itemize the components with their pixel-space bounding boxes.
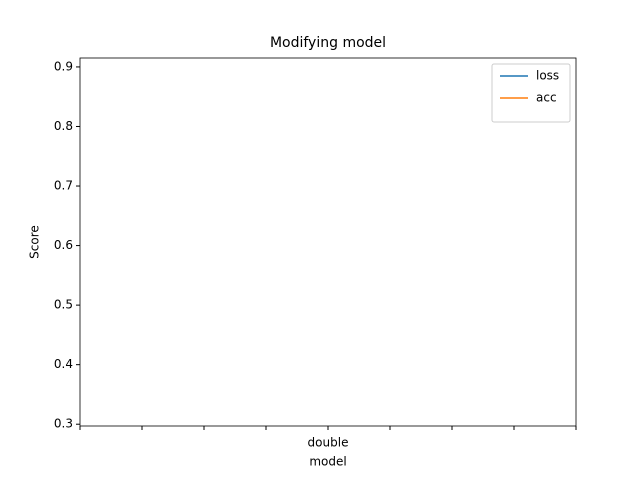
legend-label: loss bbox=[536, 69, 559, 83]
y-tick-label: 0.9 bbox=[54, 59, 73, 73]
y-tick-label: 0.7 bbox=[54, 179, 73, 193]
plot-frame bbox=[79, 57, 577, 427]
legend-label: acc bbox=[536, 91, 557, 105]
y-tick-label: 0.3 bbox=[54, 417, 73, 431]
y-tick-label: 0.6 bbox=[54, 238, 73, 252]
x-axis-label: model bbox=[309, 455, 346, 469]
y-tick-label: 0.8 bbox=[54, 119, 73, 133]
legend-box bbox=[491, 63, 571, 123]
y-tick-label: 0.5 bbox=[54, 298, 73, 312]
y-tick-label: 0.4 bbox=[54, 357, 73, 371]
chart-title: Modifying model bbox=[270, 35, 386, 51]
x-tick-label: double bbox=[308, 436, 349, 450]
y-axis-label: Score bbox=[28, 225, 42, 259]
